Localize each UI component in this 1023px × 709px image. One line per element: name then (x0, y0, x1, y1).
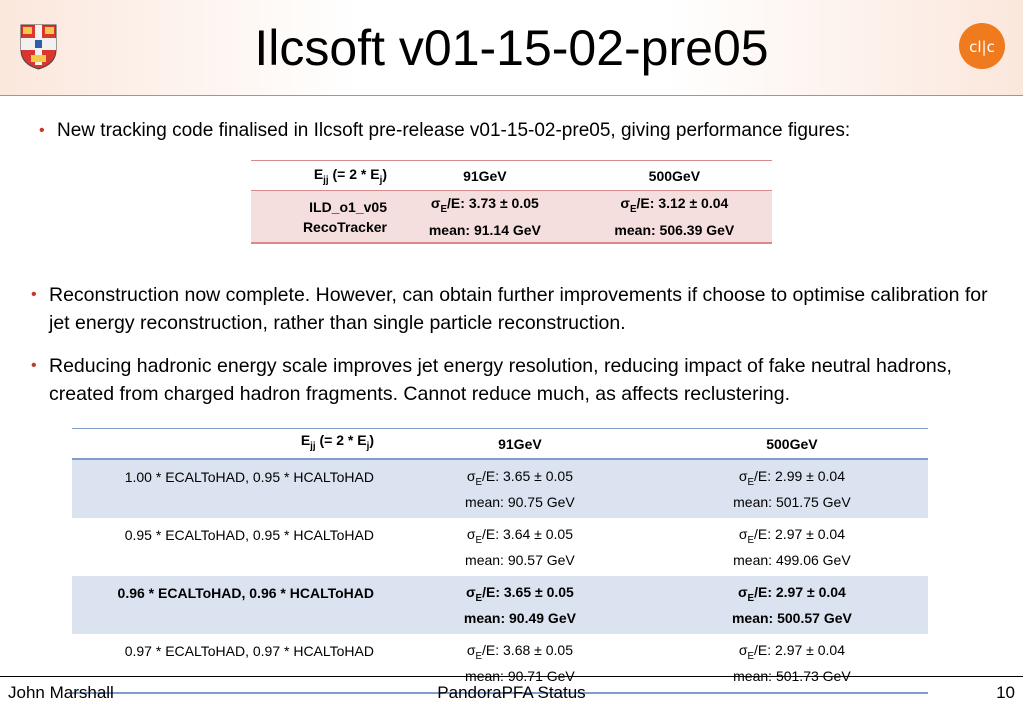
page-number: 10 (996, 683, 1015, 702)
clic-logo-icon: cl|c (959, 23, 1005, 69)
bullet-reconstruction: • Reconstruction now complete. However, … (31, 281, 999, 337)
column-header-500gev: 500GeV (576, 160, 772, 191)
bullet-text: New tracking code finalised in Ilcsoft p… (57, 120, 851, 141)
table-header-row: Ejj (= 2 * Ej) 91GeV 500GeV (251, 160, 772, 191)
column-header-91gev: 91GeV (393, 160, 577, 191)
calibration-table: Ejj (= 2 * Ej) 91GeV 500GeV 1.00 * ECALT… (72, 428, 928, 694)
column-header-500gev: 500GeV (655, 428, 928, 460)
row-label: 0.97 * ECALToHAD, 0.97 * HCALToHAD (72, 634, 384, 694)
bullet-dot-icon: • (31, 357, 37, 374)
cell-500gev: σE/E: 2.99 ± 0.04 mean: 501.75 GeV (655, 459, 928, 518)
slide-footer: John Marshall PandoraPFA Status 10 (0, 676, 1023, 709)
column-header-91gev: 91GeV (383, 428, 656, 460)
cell-500gev: σE/E: 3.12 ± 0.04 mean: 506.39 GeV (576, 190, 772, 244)
bullet-dot-icon: • (31, 286, 37, 303)
slide-header: Ilcsoft v01-15-02-pre05 cl|c (0, 0, 1023, 96)
cell-500gev: σE/E: 2.97 ± 0.04 mean: 499.06 GeV (733, 525, 851, 569)
tracking-performance-table: Ejj (= 2 * Ej) 91GeV 500GeV ILD_o1_v05 Re… (251, 160, 772, 244)
table-row-selected: 0.96 * ECALToHAD, 0.96 * HCALToHAD σE/E:… (72, 576, 928, 634)
cell-500gev: σE/E: 2.97 ± 0.04 mean: 501.73 GeV (655, 634, 928, 694)
table-row: 0.95 * ECALToHAD, 0.95 * HCALToHAD σE/E:… (72, 518, 928, 576)
table-row: ILD_o1_v05 RecoTracker σE/E: 3.73 ± 0.05 m… (251, 190, 772, 244)
table-header-row: Ejj (= 2 * Ej) 91GeV 500GeV (72, 428, 928, 460)
page-title: Ilcsoft v01-15-02-pre05 (254, 20, 769, 76)
row-label: 0.96 * ECALToHAD, 0.96 * HCALToHAD (72, 576, 384, 634)
energy-header: Ejj (= 2 * Ej) (251, 160, 393, 191)
bullet-dot-icon: • (39, 122, 45, 139)
bullet-text: Reducing hadronic energy scale improves … (49, 355, 952, 405)
cambridge-crest-icon (20, 24, 57, 70)
svg-text:cl|c: cl|c (969, 38, 995, 56)
cell-91gev: σE/E: 3.65 ± 0.05 mean: 90.49 GeV (383, 576, 656, 634)
cell-500gev: σE/E: 2.97 ± 0.04 mean: 500.57 GeV (655, 576, 928, 634)
cell-91gev: σE/E: 3.73 ± 0.05 mean: 91.14 GeV (393, 190, 577, 244)
bullet-hadronic-scale: • Reducing hadronic energy scale improve… (31, 352, 999, 408)
bullet-intro: • New tracking code finalised in Ilcsoft… (39, 117, 851, 145)
footer-author: John Marshall (8, 683, 114, 702)
row-label: 0.95 * ECALToHAD, 0.95 * HCALToHAD (124, 527, 374, 543)
row-label: ILD_o1_v05 RecoTracker (251, 190, 393, 244)
cell-91gev: σE/E: 3.68 ± 0.05 mean: 90.71 GeV (383, 634, 656, 694)
energy-header: Ejj (= 2 * Ej) (72, 428, 384, 460)
cell-91gev: σE/E: 3.65 ± 0.05 mean: 90.75 GeV (383, 459, 656, 518)
bullet-text: Reconstruction now complete. However, ca… (49, 284, 988, 334)
table-row: 1.00 * ECALToHAD, 0.95 * HCALToHAD σE/E:… (72, 459, 928, 518)
row-label: 1.00 * ECALToHAD, 0.95 * HCALToHAD (72, 459, 384, 518)
cell-91gev: σE/E: 3.64 ± 0.05 mean: 90.57 GeV (465, 525, 575, 569)
table-row: 0.97 * ECALToHAD, 0.97 * HCALToHAD σE/E:… (72, 634, 928, 694)
footer-talk-title: PandoraPFA Status (437, 683, 586, 702)
